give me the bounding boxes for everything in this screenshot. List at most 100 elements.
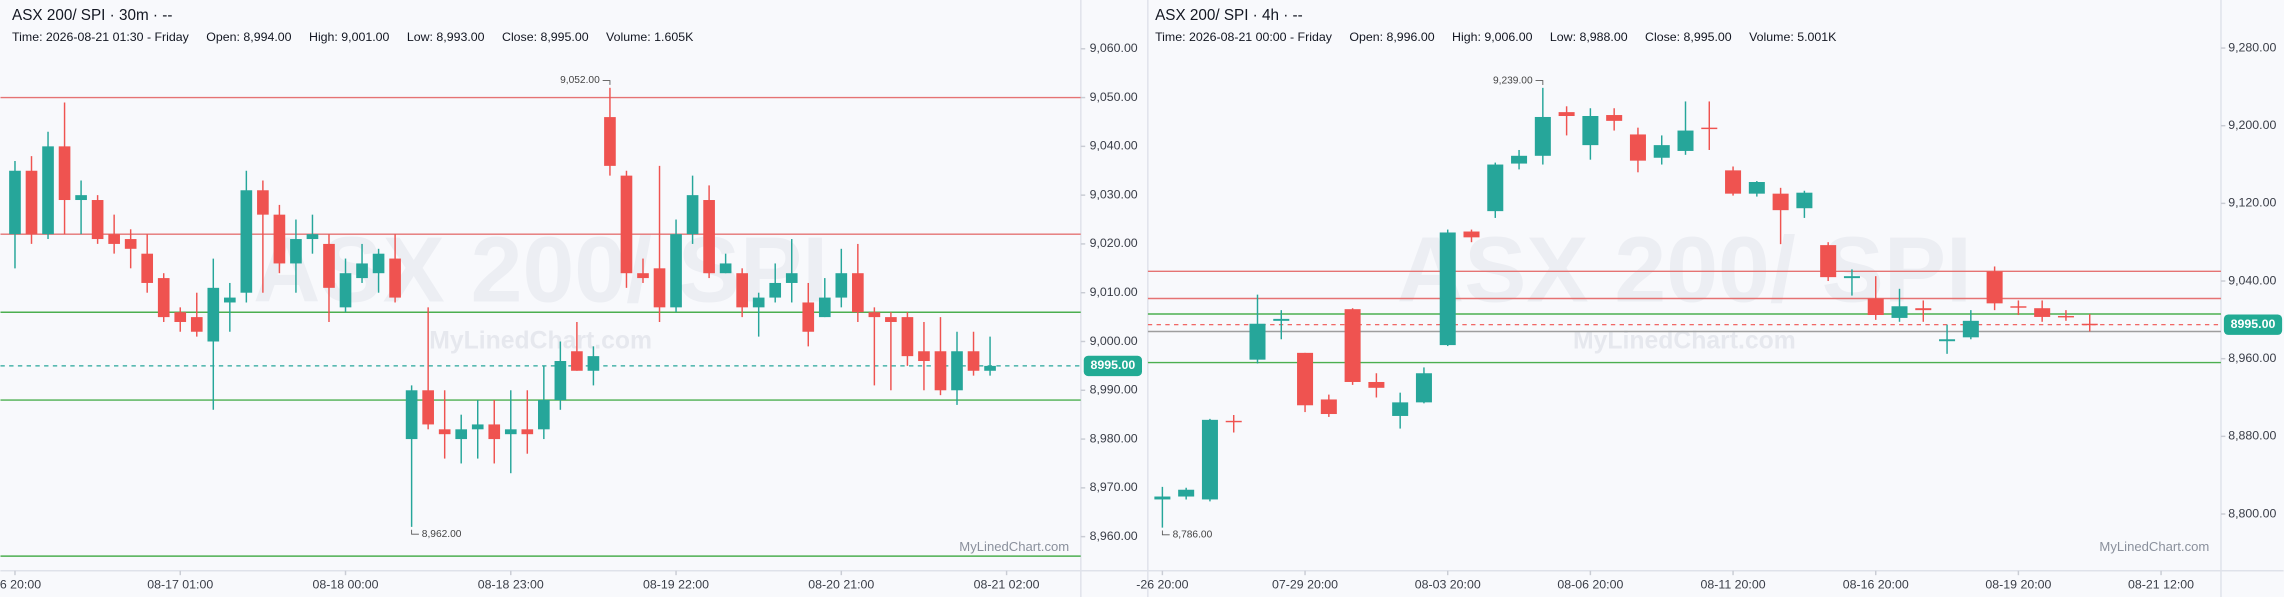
candle-body [141,253,154,283]
candle-body [1915,308,1932,311]
low-label: 8,962.00 [422,529,462,540]
x-tick-label: 08-11 20:00 [1701,578,1766,592]
candle-body [25,170,38,235]
candle-body [1439,232,1456,346]
candle-body [438,429,451,435]
y-tick-label: 9,010.00 [1090,285,1138,299]
candle-body [389,258,401,298]
candle-body [157,278,170,318]
candle-body [504,429,517,435]
high-label: 9,052.00 [560,75,600,86]
candle-body [1534,116,1551,156]
candle-body [108,234,120,244]
candle-body [290,239,302,264]
candle-body [967,351,980,371]
high-label: 9,239.00 [1493,75,1533,86]
candle-body [554,361,567,401]
candle-body [405,390,418,440]
chart-title: ASX 200/ SPI · 4h · -- [1155,7,1303,24]
x-tick-label: -26 20:00 [1136,578,1188,592]
candle-body [918,351,930,362]
candle-body [1748,182,1765,194]
candle-body [1297,352,1314,406]
y-tick-label: 8,960.00 [1090,529,1138,543]
candle-body [2057,315,2074,318]
candle-body [901,317,914,357]
candle-body [736,273,748,308]
candle-body [1392,402,1409,416]
candle-body [868,312,881,318]
candle-body [2034,308,2051,317]
candle-body [42,146,54,235]
y-tick-label: 9,050.00 [1090,90,1138,104]
x-tick-label: 08-21 12:00 [2128,578,2194,592]
plot-area: ASX 200/ SPIMyLinedChart.comMyLinedChart… [1147,75,2221,554]
header-field: Open: 8,996.00 [1349,30,1434,44]
candle-body [91,200,104,240]
candle-body [1320,399,1337,415]
candle-body [2081,323,2098,326]
candle-body [852,273,864,313]
candle-body [306,234,319,240]
header-field: Time: 2026-08-21 01:30 - Friday [12,30,190,44]
candle-body [769,282,782,298]
x-tick-label: 08-16 20:00 [1843,578,1909,592]
header-field: High: 9,006.00 [1452,30,1533,44]
y-tick-label: 9,060.00 [1090,41,1138,55]
candle-body [1939,339,1956,342]
candle-body [653,268,666,308]
y-tick-label: 8,980.00 [1090,431,1138,445]
candle-body [1772,193,1789,211]
candle-body [1725,170,1742,194]
candle-body [75,195,87,201]
candle-body [422,390,434,425]
low-marker [411,529,419,535]
header-field: Close: 8,995.00 [1645,30,1732,44]
candle-body [1558,112,1575,117]
last-price-label: 8995.00 [1091,358,1136,372]
x-tick-label: 07-29 20:00 [1272,578,1338,592]
x-tick-label: 08-03 20:00 [1415,578,1481,592]
header-field: Low: 8,993.00 [407,30,485,44]
candle-body [1867,298,1884,316]
candle-body [257,190,269,215]
candle-body [1820,245,1837,278]
y-tick-label: 9,040.00 [2228,273,2276,287]
candle-body [1487,164,1504,212]
candle-body [703,200,715,274]
candle-body [785,273,798,283]
candle-body [1606,115,1623,121]
x-tick-label: 08-18 23:00 [478,578,544,592]
last-price-box [2223,314,2283,335]
candle-body [934,351,947,391]
y-tick-label: 8,970.00 [1090,480,1138,494]
last-price-box [1083,355,1142,377]
candle-body [1249,323,1266,360]
candle-body [1368,381,1385,388]
header-field: Close: 8,995.00 [502,30,589,44]
candle-body [273,214,286,264]
header-field: Open: 8,994.00 [206,30,291,44]
candle-body [323,243,335,288]
candle-body [1225,420,1242,423]
candle-body [124,239,137,249]
y-tick-label: 8,990.00 [1090,383,1138,397]
candle-body [604,117,616,166]
chart-title: ASX 200/ SPI · 30m · -- [12,7,172,24]
low-label: 8,786.00 [1173,530,1213,541]
candle-body [686,195,699,235]
candle-body [1201,419,1218,500]
candle-body [224,297,236,303]
candle-body [174,312,187,322]
x-tick-label: 08-20 21:00 [808,578,874,592]
y-tick-label: 9,040.00 [1090,139,1138,153]
candle-body [818,297,831,318]
header-field: Volume: 5.001K [1749,30,1837,44]
y-tick-label: 8,800.00 [2228,506,2276,520]
candle-body [1962,320,1979,338]
candle-body [488,424,501,440]
x-tick-label: 08-06 20:00 [1557,578,1623,592]
candle-body [1677,130,1694,151]
brand-watermark: MyLinedChart.com [429,328,652,355]
